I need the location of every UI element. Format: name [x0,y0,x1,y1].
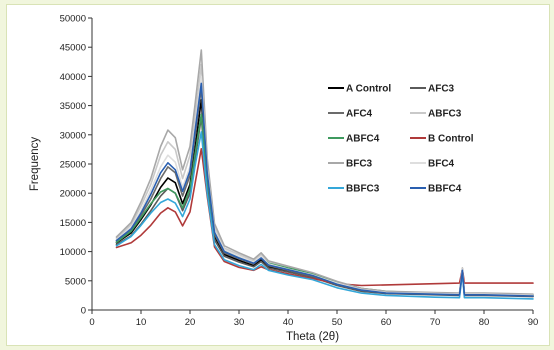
legend-label-1: A Control [346,84,391,95]
legend-label-4: ABFC3 [428,109,462,120]
x-tick-label: 10 [136,317,147,328]
legend-label-7: BFC3 [346,159,373,170]
x-tick-label: 40 [283,317,294,328]
legend-label-6: B Control [428,134,474,145]
y-tick-label: 30000 [60,130,86,141]
y-tick-label: 25000 [60,160,86,171]
x-tick-label: 90 [528,317,539,328]
chart-series-layer [115,49,534,300]
chart-legend: A Control AFC3 AFC4 ABFC3 ABFC4 B Control BFC3… [328,84,474,195]
legend-label-9: BBFC3 [346,184,380,195]
y-tick-label: 15000 [60,218,86,229]
legend-label-2: AFC3 [428,84,455,95]
chart-axes: 0 10 20 30 40 50 60 70 80 90 0 5000 10000 15000 20000 2… [60,14,539,329]
legend-label-8: BFC4 [428,159,455,170]
y-tick-label: 45000 [60,43,86,54]
x-tick-label: 0 [89,317,94,328]
x-tick-label: 20 [185,317,196,328]
series-line-6 [115,148,534,287]
legend-label-10: BBFC4 [428,184,462,195]
y-tick-label: 0 [81,306,86,317]
y-tick-label: 10000 [60,247,86,258]
legend-label-5: ABFC4 [346,134,380,145]
y-axis-title: Frequency [29,137,41,192]
legend-label-3: AFC4 [346,109,373,120]
x-tick-label: 80 [479,317,490,328]
x-tick-label: 50 [332,317,343,328]
x-tick-label: 60 [381,317,392,328]
y-tick-label: 35000 [60,101,86,112]
series-line-10 [115,82,534,297]
series-line-1 [115,99,534,297]
y-tick-label: 5000 [65,276,86,287]
x-tick-label: 70 [430,317,441,328]
y-tick-label: 20000 [60,189,86,200]
x-axis-title: Theta (2θ) [286,331,339,343]
y-tick-label: 50000 [60,14,86,25]
y-tick-label: 40000 [60,72,86,83]
x-tick-label: 30 [234,317,245,328]
